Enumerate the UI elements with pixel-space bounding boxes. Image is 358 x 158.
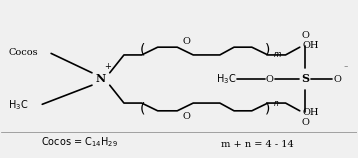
- Text: O: O: [301, 31, 309, 40]
- Text: H$_3$C: H$_3$C: [216, 72, 236, 86]
- Text: N: N: [96, 73, 106, 85]
- Text: Cocos: Cocos: [9, 48, 38, 57]
- Text: +: +: [104, 62, 111, 71]
- Text: ): ): [265, 43, 270, 57]
- Text: O: O: [183, 37, 191, 46]
- Text: (: (: [140, 43, 145, 57]
- Text: m: m: [274, 50, 281, 59]
- Text: O: O: [183, 112, 191, 121]
- Text: n: n: [274, 99, 279, 108]
- Text: O: O: [333, 75, 341, 83]
- Text: S: S: [301, 73, 309, 85]
- Text: m + n = 4 - 14: m + n = 4 - 14: [221, 140, 294, 149]
- Text: (: (: [140, 101, 145, 115]
- Text: ⁻: ⁻: [343, 64, 348, 73]
- Text: ): ): [265, 101, 270, 115]
- Text: OH: OH: [303, 108, 319, 117]
- Text: O: O: [301, 118, 309, 127]
- Text: O: O: [266, 75, 274, 83]
- Text: OH: OH: [303, 41, 319, 50]
- Text: Cocos = C$_{14}$H$_{29}$: Cocos = C$_{14}$H$_{29}$: [41, 135, 118, 149]
- Text: H$_3$C: H$_3$C: [9, 98, 29, 112]
